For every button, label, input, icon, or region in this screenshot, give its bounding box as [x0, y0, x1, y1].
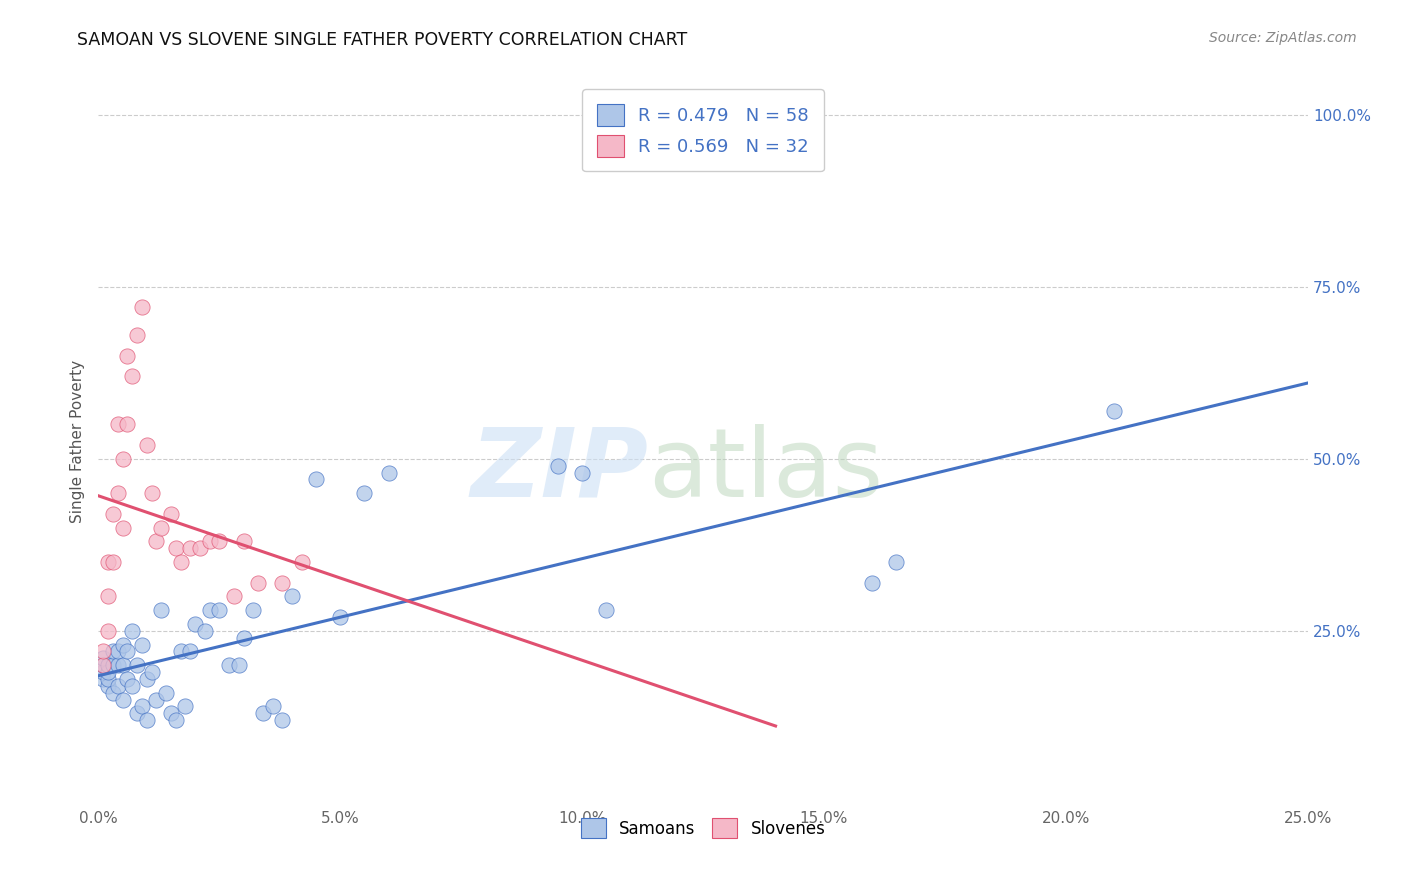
- Point: [135, 672, 157, 686]
- Legend: Samoans, Slovenes: Samoans, Slovenes: [574, 812, 832, 845]
- Point: [1102, 403, 1125, 417]
- Point: [97, 590, 120, 604]
- Point: [101, 644, 124, 658]
- Point: [247, 575, 270, 590]
- Text: atlas: atlas: [648, 424, 884, 517]
- Point: [232, 534, 254, 549]
- Point: [111, 520, 134, 534]
- Point: [121, 369, 143, 384]
- Point: [547, 458, 569, 473]
- Point: [91, 651, 114, 665]
- Point: [111, 638, 134, 652]
- Point: [174, 699, 197, 714]
- Point: [107, 658, 129, 673]
- Point: [111, 451, 134, 466]
- Point: [127, 327, 149, 342]
- Point: [860, 575, 883, 590]
- Point: [131, 301, 153, 315]
- Point: [97, 679, 120, 693]
- Point: [107, 417, 129, 432]
- Point: [179, 541, 201, 556]
- Point: [135, 438, 157, 452]
- Point: [194, 624, 217, 638]
- Point: [208, 603, 231, 617]
- Point: [91, 672, 114, 686]
- Point: [198, 603, 221, 617]
- Point: [135, 713, 157, 727]
- Text: Source: ZipAtlas.com: Source: ZipAtlas.com: [1209, 31, 1357, 45]
- Point: [165, 713, 187, 727]
- Point: [155, 686, 177, 700]
- Point: [131, 638, 153, 652]
- Point: [208, 534, 231, 549]
- Point: [101, 658, 124, 673]
- Text: ZIP: ZIP: [471, 424, 648, 517]
- Point: [97, 658, 120, 673]
- Point: [160, 507, 183, 521]
- Text: SAMOAN VS SLOVENE SINGLE FATHER POVERTY CORRELATION CHART: SAMOAN VS SLOVENE SINGLE FATHER POVERTY …: [77, 31, 688, 49]
- Point: [91, 658, 114, 673]
- Point: [91, 658, 114, 673]
- Point: [169, 644, 191, 658]
- Point: [91, 644, 114, 658]
- Point: [222, 590, 245, 604]
- Point: [107, 679, 129, 693]
- Point: [121, 679, 143, 693]
- Point: [101, 686, 124, 700]
- Point: [141, 665, 163, 679]
- Point: [252, 706, 274, 721]
- Point: [97, 624, 120, 638]
- Point: [107, 486, 129, 500]
- Point: [131, 699, 153, 714]
- Point: [271, 575, 294, 590]
- Point: [271, 713, 294, 727]
- Point: [97, 672, 120, 686]
- Point: [169, 555, 191, 569]
- Point: [97, 555, 120, 569]
- Point: [165, 541, 187, 556]
- Point: [107, 644, 129, 658]
- Point: [145, 534, 167, 549]
- Point: [150, 603, 173, 617]
- Point: [150, 520, 173, 534]
- Point: [111, 692, 134, 706]
- Point: [329, 610, 352, 624]
- Point: [353, 486, 375, 500]
- Point: [184, 616, 207, 631]
- Point: [117, 349, 139, 363]
- Point: [242, 603, 264, 617]
- Point: [145, 692, 167, 706]
- Point: [290, 555, 312, 569]
- Point: [595, 603, 617, 617]
- Point: [281, 590, 304, 604]
- Point: [117, 672, 139, 686]
- Point: [179, 644, 201, 658]
- Point: [198, 534, 221, 549]
- Point: [117, 644, 139, 658]
- Point: [121, 624, 143, 638]
- Point: [111, 658, 134, 673]
- Point: [141, 486, 163, 500]
- Point: [218, 658, 240, 673]
- Point: [127, 706, 149, 721]
- Point: [160, 706, 183, 721]
- Point: [377, 466, 399, 480]
- Point: [97, 665, 120, 679]
- Point: [232, 631, 254, 645]
- Point: [101, 555, 124, 569]
- Point: [91, 665, 114, 679]
- Point: [571, 466, 593, 480]
- Point: [305, 472, 328, 486]
- Point: [228, 658, 250, 673]
- Point: [117, 417, 139, 432]
- Point: [886, 555, 908, 569]
- Point: [127, 658, 149, 673]
- Point: [262, 699, 284, 714]
- Y-axis label: Single Father Poverty: Single Father Poverty: [69, 360, 84, 523]
- Point: [101, 507, 124, 521]
- Point: [188, 541, 211, 556]
